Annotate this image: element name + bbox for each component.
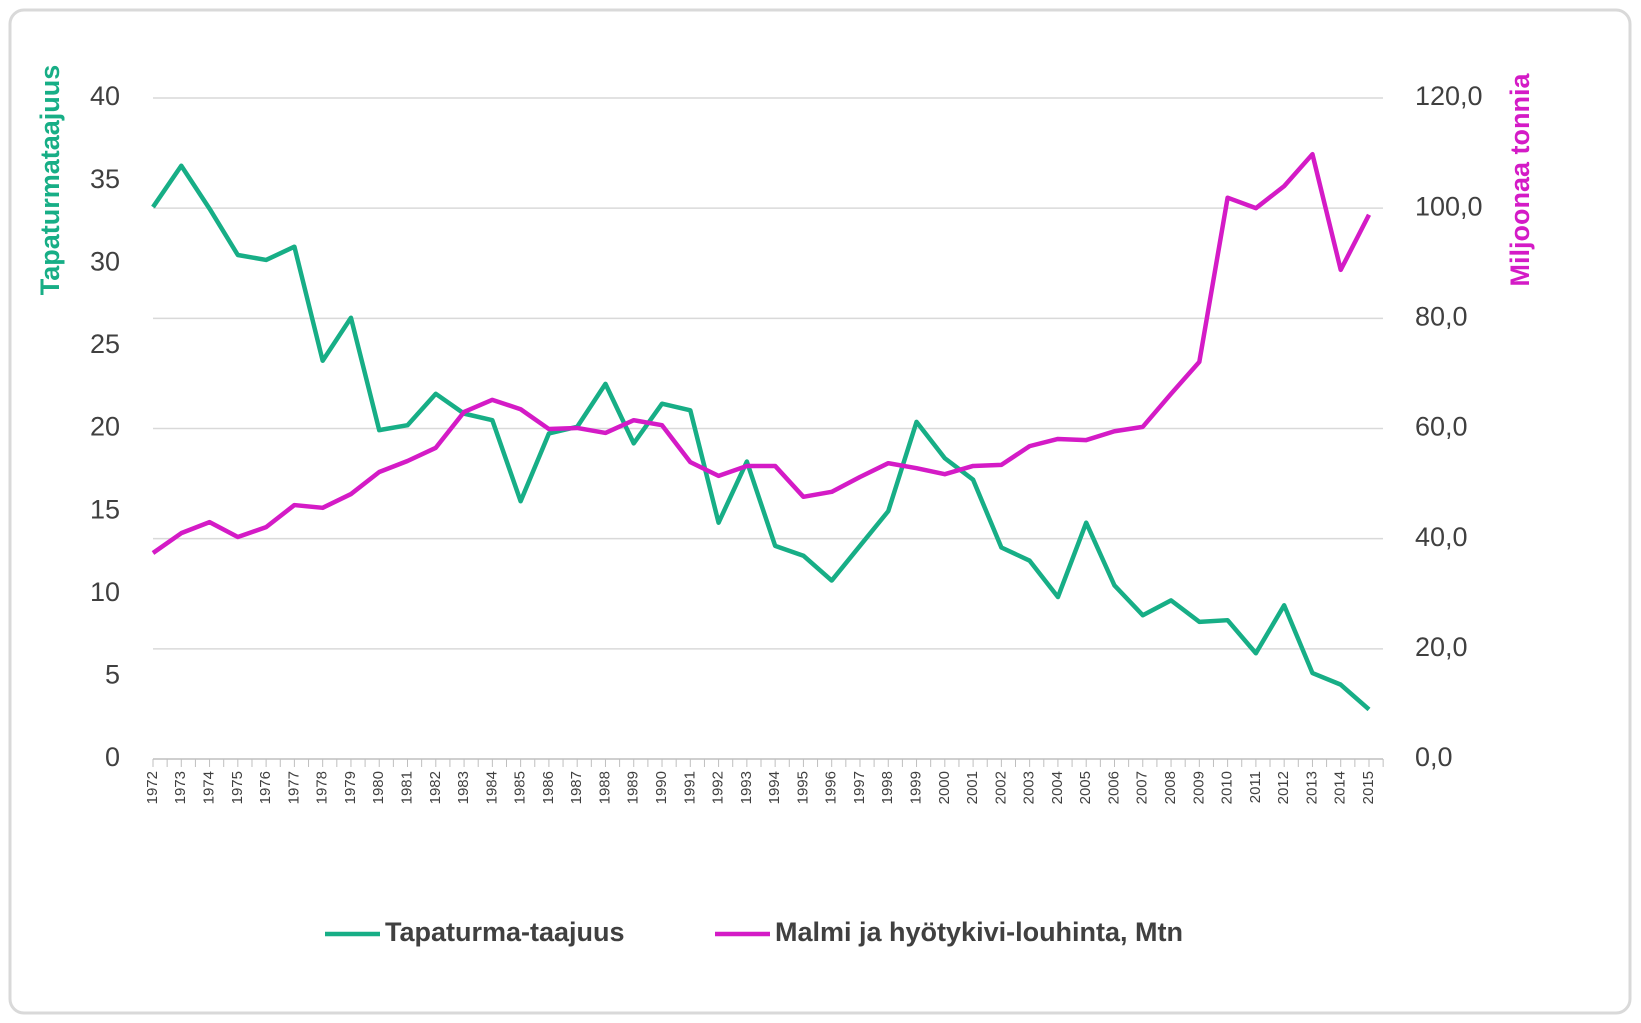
series-line [151, 151, 1372, 555]
x-tick-label: 1981 [398, 771, 415, 804]
x-tick-label: 1980 [370, 771, 387, 804]
x-tick-label: 1995 [794, 771, 811, 804]
x-tick-label: 1986 [540, 771, 557, 804]
x-tick-label: 1979 [342, 771, 359, 804]
x-tick-label: 2004 [1049, 771, 1066, 804]
x-tick-label: 1996 [823, 771, 840, 804]
x-tick-label: 2010 [1219, 771, 1236, 804]
x-tick-label: 2003 [1021, 771, 1038, 804]
x-tick-label: 1977 [285, 771, 302, 804]
x-tick-label: 2013 [1303, 771, 1320, 804]
x-tick-label: 2006 [1105, 771, 1122, 804]
x-tick-label: 1989 [625, 771, 642, 804]
x-tick-label: 1972 [144, 771, 161, 804]
y2-tick-label: 60,0 [1415, 412, 1468, 442]
x-tick-label: 1993 [738, 771, 755, 804]
x-tick-label: 1992 [710, 771, 727, 804]
x-tick-label: 1975 [229, 771, 246, 804]
y2-tick-label: 80,0 [1415, 301, 1468, 331]
x-tick-label: 1991 [681, 771, 698, 804]
y-tick-label: 15 [90, 494, 120, 524]
x-tick-label: 1978 [314, 771, 331, 804]
legend-label: Tapaturma-taajuus [385, 917, 625, 947]
x-tick-label: 2002 [992, 771, 1009, 804]
x-tick-label: 1988 [596, 771, 613, 804]
x-tick-label: 2012 [1275, 771, 1292, 804]
y2-tick-label: 100,0 [1415, 191, 1483, 221]
x-tick-label: 1983 [455, 771, 472, 804]
y2-axis-title: Miljoonaa tonnia [1505, 73, 1535, 287]
legend-label: Malmi ja hyötykivi-louhinta, Mtn [775, 917, 1183, 947]
x-tick-label: 1997 [851, 771, 868, 804]
x-tick-label: 1987 [568, 771, 585, 804]
x-tick-label: 2014 [1332, 771, 1349, 804]
x-tick-label: 1985 [512, 771, 529, 804]
x-tick-label: 1973 [172, 771, 189, 804]
x-tick-label: 1998 [879, 771, 896, 804]
y-axis-title: Tapaturmataajuus [35, 65, 65, 296]
x-tick-label: 2007 [1134, 771, 1151, 804]
y2-tick-label: 40,0 [1415, 522, 1468, 552]
chart-frame [8, 8, 1632, 1015]
y-tick-label: 5 [105, 660, 120, 690]
x-tick-label: 2005 [1077, 771, 1094, 804]
y-tick-label: 25 [90, 329, 120, 359]
series-line [151, 163, 1371, 712]
y2-tick-label: 20,0 [1415, 632, 1468, 662]
x-tick-label: 1990 [653, 771, 670, 804]
x-tick-label: 1976 [257, 771, 274, 804]
y-tick-label: 10 [90, 577, 120, 607]
x-tick-label: 1994 [766, 771, 783, 804]
x-tick-label: 1974 [201, 771, 218, 804]
y-tick-label: 35 [90, 164, 120, 194]
y-tick-label: 20 [90, 412, 120, 442]
x-tick-label: 2001 [964, 771, 981, 804]
x-tick-label: 1984 [483, 771, 500, 804]
x-tick-label: 2008 [1162, 771, 1179, 804]
x-tick-label: 2009 [1190, 771, 1207, 804]
y2-tick-label: 0,0 [1415, 742, 1453, 772]
x-tick-label: 2011 [1247, 771, 1264, 803]
x-tick-label: 1982 [427, 771, 444, 804]
x-tick-label: 2000 [936, 771, 953, 804]
x-tick-label: 1999 [908, 771, 925, 804]
x-tick-label: 2015 [1360, 771, 1377, 804]
y-tick-label: 40 [90, 81, 120, 111]
y2-tick-label: 120,0 [1415, 81, 1483, 111]
y-tick-label: 0 [105, 742, 120, 772]
y-tick-label: 30 [90, 246, 120, 276]
